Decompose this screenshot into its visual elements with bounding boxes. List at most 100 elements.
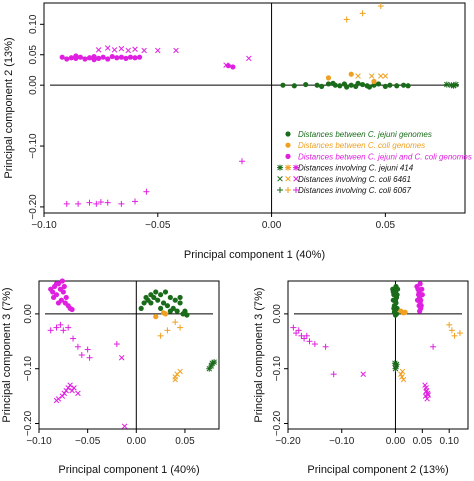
data-point xyxy=(62,300,68,306)
data-point xyxy=(95,47,102,53)
data-point xyxy=(400,82,407,88)
x-tick-label: 0.05 xyxy=(175,436,195,447)
data-point xyxy=(118,200,125,207)
series-between-x xyxy=(95,45,252,68)
data-point xyxy=(75,200,82,207)
data-point xyxy=(141,300,147,306)
data-point xyxy=(71,385,77,391)
data-point xyxy=(158,292,164,298)
data-point xyxy=(73,53,79,59)
series-jejuni-star xyxy=(206,359,218,372)
data-point xyxy=(153,314,159,320)
series-jejuni-dot xyxy=(280,80,411,90)
data-point xyxy=(118,54,124,60)
data-point xyxy=(132,46,138,53)
data-point xyxy=(61,390,68,397)
data-point xyxy=(425,392,431,398)
data-point xyxy=(105,56,111,62)
data-point xyxy=(301,335,308,342)
data-point xyxy=(64,56,70,62)
data-point xyxy=(371,82,377,88)
data-point xyxy=(446,321,453,328)
data-point xyxy=(65,385,71,391)
data-point xyxy=(91,57,97,63)
series-jejuni-dot xyxy=(390,283,401,318)
data-point xyxy=(414,297,421,303)
data-point xyxy=(184,312,190,318)
data-point xyxy=(53,324,60,331)
data-point xyxy=(391,305,397,312)
data-point xyxy=(290,324,297,331)
data-point xyxy=(132,198,139,205)
data-point xyxy=(86,354,93,361)
y-tick-label: −0.10 xyxy=(272,356,283,382)
data-point xyxy=(392,365,399,372)
data-point xyxy=(155,297,161,303)
data-point xyxy=(230,64,236,70)
data-point xyxy=(330,371,337,378)
series-coli-x xyxy=(355,73,389,79)
data-point xyxy=(93,200,100,207)
y-axis-label: Principal component 3 (7%) xyxy=(253,287,265,422)
data-point xyxy=(97,199,104,206)
data-point xyxy=(109,53,115,60)
data-point xyxy=(368,73,375,79)
data-point xyxy=(164,303,171,309)
series-between-plus xyxy=(290,324,437,378)
data-point xyxy=(57,321,64,328)
series-coli-x xyxy=(172,368,183,383)
data-point xyxy=(330,80,336,86)
x-axis-label: Principal component 1 (40%) xyxy=(184,249,325,261)
x-tick-label: 0.10 xyxy=(439,436,459,447)
data-point xyxy=(443,81,450,88)
data-point xyxy=(61,283,67,290)
series-coli-dot xyxy=(325,71,377,85)
data-point xyxy=(430,343,437,350)
data-point xyxy=(50,289,56,295)
data-point xyxy=(450,82,457,89)
y-tick-label: 0.00 xyxy=(23,304,34,324)
data-point xyxy=(306,338,313,345)
data-point xyxy=(153,289,159,295)
data-point xyxy=(280,82,286,88)
data-point xyxy=(138,305,144,312)
data-point xyxy=(448,327,455,334)
legend-marker xyxy=(285,176,291,182)
x-tick-label: −0.05 xyxy=(75,436,101,447)
data-point xyxy=(238,158,245,165)
data-point xyxy=(391,309,397,315)
data-point xyxy=(393,283,399,290)
data-point xyxy=(59,278,65,284)
series-coli-dot xyxy=(153,310,169,320)
data-point xyxy=(68,55,74,61)
data-point xyxy=(127,54,134,60)
series-coli-plus xyxy=(446,321,463,339)
data-point xyxy=(77,54,84,60)
legend-label: Distances involving C. coli 6067 xyxy=(298,186,411,195)
data-point xyxy=(378,73,384,79)
y-tick-label: −0.20 xyxy=(28,194,39,220)
data-point xyxy=(348,71,354,77)
data-point xyxy=(63,294,69,301)
data-point xyxy=(162,289,169,295)
x-axis-label: Principal component 2 (13%) xyxy=(307,464,448,476)
data-point xyxy=(402,309,408,315)
data-point xyxy=(419,286,425,292)
legend-label: Distances between C. jejuni and C. coli … xyxy=(298,152,472,161)
data-point xyxy=(311,341,318,348)
x-tick-label: 0.05 xyxy=(413,436,433,447)
data-point xyxy=(399,374,405,380)
data-point xyxy=(67,382,73,388)
data-point xyxy=(348,82,354,88)
series-coli-plus xyxy=(157,319,184,339)
data-point xyxy=(377,3,384,10)
data-point xyxy=(394,83,400,89)
legend-marker xyxy=(277,187,283,193)
legend-label: Distances between C. jejuni genomes xyxy=(298,130,432,139)
data-point xyxy=(177,324,184,331)
data-point xyxy=(359,81,366,88)
data-point xyxy=(113,341,120,348)
legend-marker xyxy=(293,187,299,193)
data-point xyxy=(50,294,57,301)
plot-frame xyxy=(38,280,220,430)
